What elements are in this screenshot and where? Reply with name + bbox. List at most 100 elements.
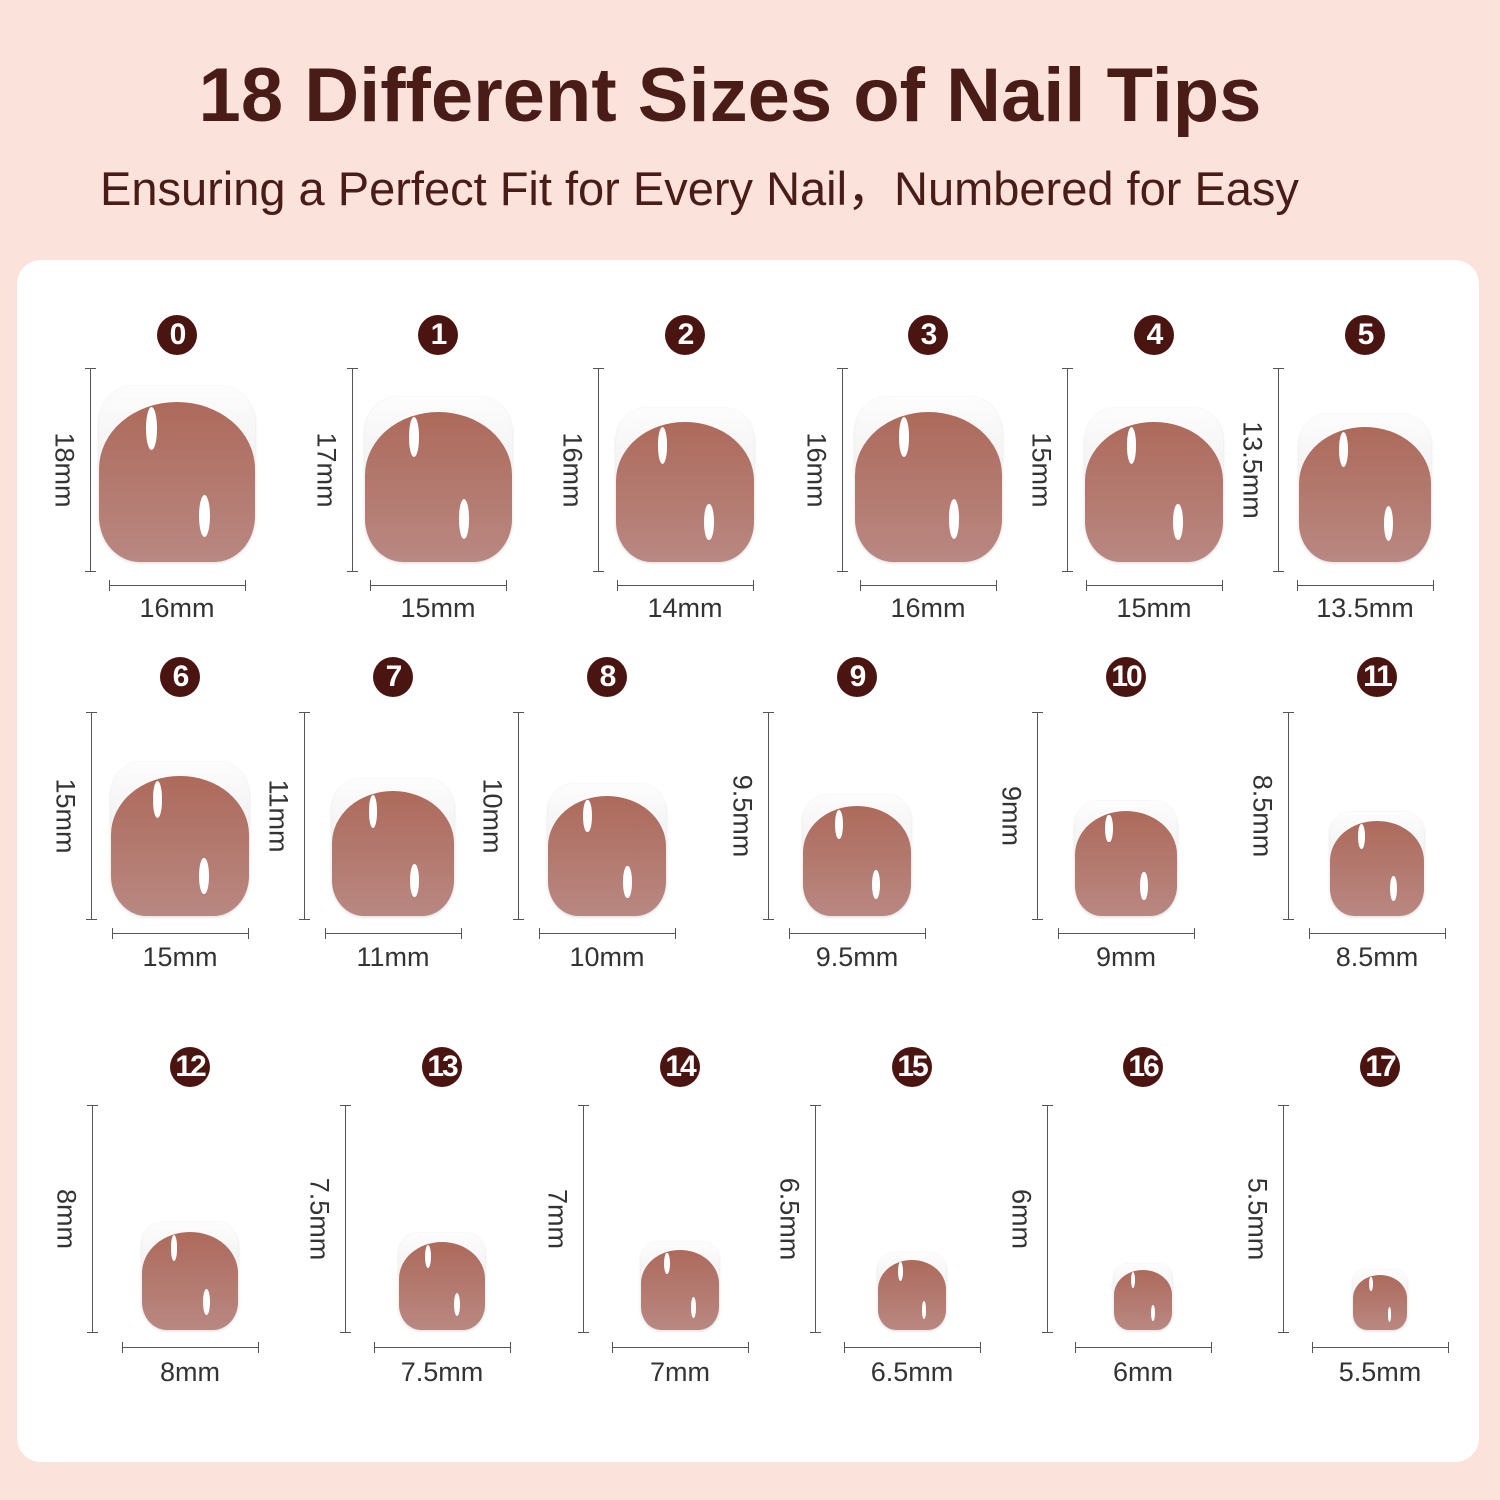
width-label: 16mm <box>139 593 215 623</box>
width-dimension-line <box>612 1342 749 1353</box>
highlight-shine <box>921 1300 927 1320</box>
width-dimension-line <box>1058 928 1195 939</box>
width-dimension-line <box>374 1342 511 1353</box>
highlight-shine <box>835 809 843 839</box>
highlight-shine <box>898 417 909 457</box>
highlight-shine <box>657 426 668 464</box>
nail-tip-image <box>98 386 256 562</box>
highlight-shine <box>203 1289 211 1315</box>
nail-tip-image <box>364 397 512 562</box>
width-dimension-line <box>1075 1342 1212 1353</box>
length-dimension-line <box>578 1105 589 1333</box>
width-dimension-line <box>1312 1342 1449 1353</box>
nail-bed <box>548 796 666 916</box>
length-dimension-line <box>347 368 358 572</box>
length-dimension-line <box>299 712 310 920</box>
nail-tip-image <box>854 397 1002 562</box>
width-label: 15mm <box>400 593 476 623</box>
size-number-badge: 0 <box>157 315 197 355</box>
nail-bed <box>364 412 512 562</box>
highlight-shine <box>152 780 163 818</box>
length-label: 8mm <box>51 1189 82 1249</box>
width-dimension-line <box>112 928 249 939</box>
nail-bed <box>1353 1275 1407 1330</box>
nail-tip-image <box>331 778 455 916</box>
highlight-shine <box>1140 872 1148 900</box>
nail-bed <box>1074 811 1178 916</box>
highlight-shine <box>170 1235 178 1262</box>
length-dimension-line <box>1278 1105 1289 1333</box>
width-dimension-line <box>122 1342 259 1353</box>
width-label: 15mm <box>142 942 218 972</box>
length-dimension-line <box>593 368 604 572</box>
highlight-shine <box>454 1293 461 1317</box>
width-label: 10mm <box>569 942 645 972</box>
nail-tip-image <box>640 1242 720 1330</box>
length-label: 16mm <box>801 432 832 508</box>
nail-bed <box>111 776 249 916</box>
length-dimension-line <box>1283 712 1294 920</box>
size-number-badge: 14 <box>660 1047 700 1087</box>
length-label: 18mm <box>49 432 80 508</box>
highlight-shine <box>145 407 157 450</box>
nail-tip-image <box>803 795 911 916</box>
size-number-badge: 17 <box>1360 1047 1400 1087</box>
highlight-shine <box>1131 1272 1136 1288</box>
width-dimension-line <box>1297 580 1434 591</box>
length-label: 6.5mm <box>774 1177 805 1261</box>
nail-bed <box>141 1232 238 1330</box>
width-label: 5.5mm <box>1338 1357 1422 1387</box>
highlight-shine <box>199 857 209 895</box>
width-label: 7mm <box>650 1357 710 1387</box>
width-label: 6.5mm <box>870 1357 954 1387</box>
nail-bed <box>1298 427 1432 562</box>
size-number-badge: 16 <box>1123 1047 1163 1087</box>
highlight-shine <box>1126 426 1137 464</box>
length-label: 5.5mm <box>1242 1177 1273 1261</box>
nail-tip-image <box>1085 408 1223 562</box>
width-label: 9mm <box>1096 942 1156 972</box>
width-label: 13.5mm <box>1316 593 1414 623</box>
width-dimension-line <box>860 580 997 591</box>
highlight-shine <box>1173 503 1183 541</box>
page-subtitle: Ensuring a Perfect Fit for Every Nail，Nu… <box>100 162 1299 215</box>
nail-tip-image <box>1353 1269 1407 1330</box>
width-label: 7.5mm <box>400 1357 484 1387</box>
highlight-shine <box>1338 431 1348 468</box>
length-label: 11mm <box>263 779 294 853</box>
size-number-badge: 11 <box>1357 657 1397 697</box>
highlight-shine <box>408 417 419 457</box>
length-dimension-line <box>763 712 774 920</box>
highlight-shine <box>948 499 959 539</box>
length-dimension-line <box>1032 712 1043 920</box>
width-label: 16mm <box>890 593 966 623</box>
width-dimension-line <box>617 580 754 591</box>
nail-bed <box>398 1242 486 1330</box>
nail-tip-image <box>1298 413 1432 562</box>
size-number-badge: 4 <box>1134 315 1174 355</box>
size-number-badge: 6 <box>160 657 200 697</box>
nail-bed <box>877 1260 947 1330</box>
length-label: 9.5mm <box>727 774 758 858</box>
nail-bed <box>1085 422 1223 562</box>
nail-tip-image <box>141 1222 238 1330</box>
length-label: 8.5mm <box>1247 774 1278 858</box>
nail-bed <box>854 412 1002 562</box>
width-label: 15mm <box>1116 593 1192 623</box>
highlight-shine <box>623 865 632 898</box>
size-number-badge: 7 <box>373 657 413 697</box>
size-number-badge: 10 <box>1106 657 1146 697</box>
length-label: 13.5mm <box>1237 421 1268 519</box>
nail-bed <box>640 1250 720 1330</box>
highlight-shine <box>410 863 419 897</box>
highlight-shine <box>1105 814 1113 843</box>
length-label: 15mm <box>50 778 81 854</box>
nail-bed <box>803 806 911 916</box>
length-label: 10mm <box>477 778 508 854</box>
nail-tip-image <box>1113 1264 1173 1330</box>
highlight-shine <box>898 1262 904 1281</box>
highlight-shine <box>1151 1304 1156 1321</box>
nail-tip-image <box>1330 811 1424 916</box>
highlight-shine <box>690 1296 697 1318</box>
size-number-badge: 5 <box>1345 315 1385 355</box>
